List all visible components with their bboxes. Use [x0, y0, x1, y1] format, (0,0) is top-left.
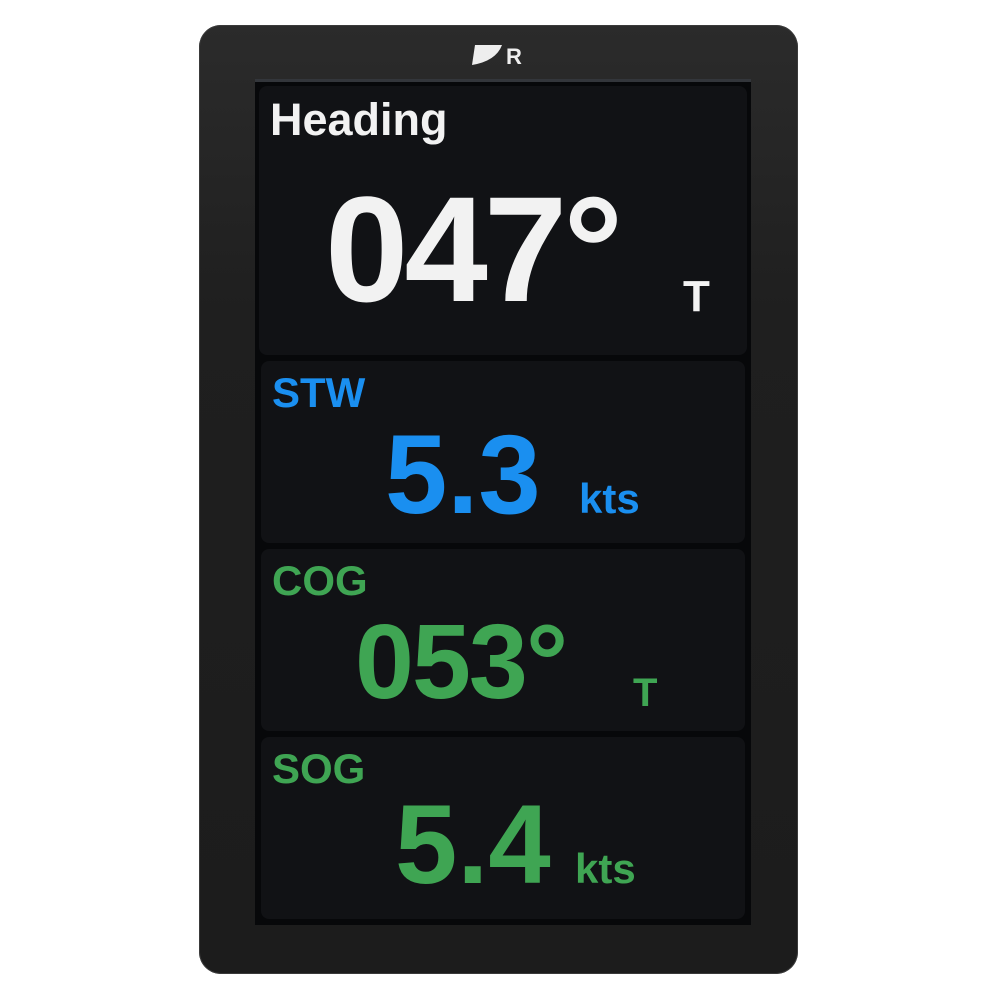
sog-label: SOG: [272, 745, 366, 792]
cog-label: COG: [272, 557, 368, 604]
sog-unit: kts: [575, 845, 636, 892]
stw-unit: kts: [579, 475, 640, 522]
raymarine-logo: R: [472, 44, 522, 67]
cog-unit: T: [633, 671, 658, 715]
heading-label: Heading: [270, 94, 448, 145]
heading-value: 047°: [325, 165, 623, 333]
stw-value: 5.3: [385, 412, 541, 537]
cog-value: 053°: [355, 603, 568, 721]
stw-panel[interactable]: STW 5.3 kts: [261, 361, 745, 543]
stw-label: STW: [272, 369, 366, 416]
sog-value: 5.4: [395, 782, 551, 907]
svg-text:R: R: [506, 44, 522, 67]
sog-panel[interactable]: SOG 5.4 kts: [261, 737, 745, 919]
display-screen: Heading 047° T STW 5.3 kts COG 053° T SO…: [255, 79, 751, 925]
cog-panel[interactable]: COG 053° T: [261, 549, 745, 731]
heading-unit: T: [683, 272, 710, 321]
heading-panel[interactable]: Heading 047° T: [259, 86, 747, 355]
